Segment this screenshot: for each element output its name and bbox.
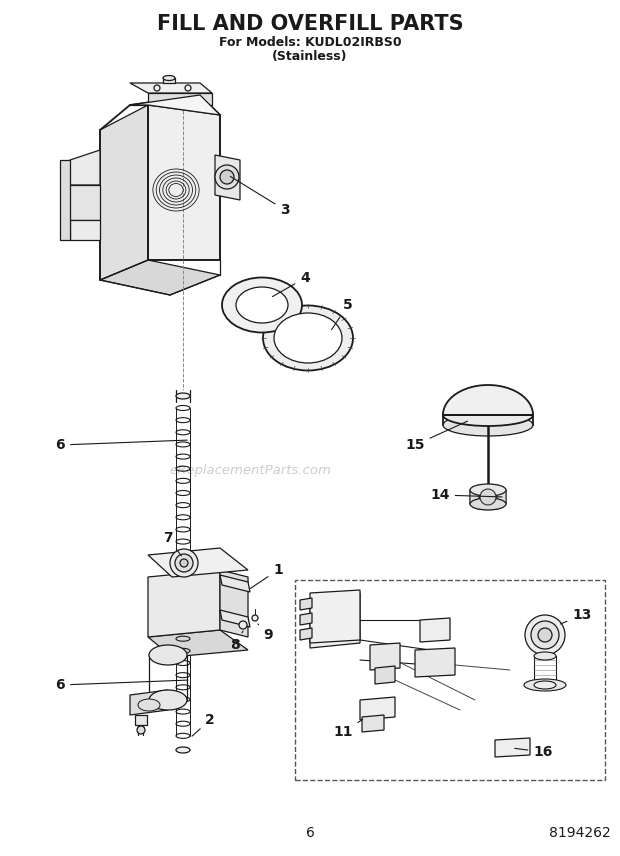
Polygon shape <box>370 643 400 670</box>
Text: For Models: KUDL02IRBS0: For Models: KUDL02IRBS0 <box>219 36 401 49</box>
Ellipse shape <box>443 404 533 426</box>
Ellipse shape <box>176 393 190 399</box>
Circle shape <box>538 628 552 642</box>
Ellipse shape <box>149 690 187 710</box>
Polygon shape <box>310 593 360 648</box>
Polygon shape <box>148 630 248 657</box>
Polygon shape <box>470 490 479 509</box>
Polygon shape <box>479 496 497 509</box>
Polygon shape <box>130 83 212 93</box>
Polygon shape <box>300 613 312 625</box>
Ellipse shape <box>138 699 160 711</box>
Ellipse shape <box>443 414 533 436</box>
Ellipse shape <box>163 75 175 80</box>
Polygon shape <box>148 548 248 577</box>
Polygon shape <box>215 155 240 200</box>
Polygon shape <box>415 648 455 677</box>
Text: 8: 8 <box>230 631 243 652</box>
Polygon shape <box>310 590 360 643</box>
Text: 11: 11 <box>334 720 363 739</box>
Circle shape <box>185 85 191 91</box>
Ellipse shape <box>236 287 288 323</box>
Polygon shape <box>443 385 533 415</box>
Polygon shape <box>100 260 220 295</box>
Circle shape <box>215 165 239 189</box>
Polygon shape <box>130 690 168 715</box>
Text: 1: 1 <box>250 563 283 588</box>
Circle shape <box>220 170 234 184</box>
Polygon shape <box>65 185 100 220</box>
Text: FILL AND OVERFILL PARTS: FILL AND OVERFILL PARTS <box>157 14 463 34</box>
Text: (Stainless): (Stainless) <box>272 50 348 63</box>
Text: 14: 14 <box>430 488 502 502</box>
Ellipse shape <box>176 747 190 753</box>
Polygon shape <box>70 220 100 240</box>
Circle shape <box>525 615 565 655</box>
Circle shape <box>252 615 258 621</box>
Polygon shape <box>148 93 212 105</box>
Text: 6: 6 <box>55 678 187 692</box>
Polygon shape <box>220 570 248 637</box>
Bar <box>295 580 605 780</box>
Polygon shape <box>100 105 148 280</box>
Polygon shape <box>420 618 450 642</box>
Text: 6: 6 <box>306 826 314 840</box>
Ellipse shape <box>470 498 506 510</box>
Polygon shape <box>130 95 220 115</box>
Text: eReplacementParts.com: eReplacementParts.com <box>169 463 331 477</box>
Circle shape <box>137 726 145 734</box>
Polygon shape <box>497 490 506 509</box>
Bar <box>295 580 605 780</box>
Polygon shape <box>479 484 497 499</box>
Polygon shape <box>148 570 220 637</box>
Circle shape <box>175 554 193 572</box>
Ellipse shape <box>534 681 556 689</box>
Polygon shape <box>362 715 384 732</box>
Text: 16: 16 <box>515 745 552 759</box>
Ellipse shape <box>534 652 556 660</box>
Polygon shape <box>300 598 312 610</box>
Polygon shape <box>495 738 530 757</box>
Text: 2: 2 <box>192 713 215 736</box>
Circle shape <box>239 621 247 629</box>
Ellipse shape <box>470 484 506 496</box>
Polygon shape <box>497 484 506 504</box>
Polygon shape <box>300 628 312 640</box>
Ellipse shape <box>222 277 302 332</box>
Circle shape <box>480 489 496 505</box>
Polygon shape <box>360 697 395 720</box>
Text: 9: 9 <box>258 624 273 642</box>
Circle shape <box>180 559 188 567</box>
Bar <box>135 715 147 725</box>
Polygon shape <box>375 666 395 684</box>
Polygon shape <box>70 150 100 185</box>
Ellipse shape <box>149 645 187 665</box>
Text: 5: 5 <box>332 298 353 330</box>
Ellipse shape <box>274 313 342 363</box>
Polygon shape <box>148 105 220 260</box>
Text: 15: 15 <box>405 421 467 452</box>
Polygon shape <box>163 78 175 83</box>
Text: 8194262: 8194262 <box>549 826 611 840</box>
Polygon shape <box>60 160 70 240</box>
Text: 3: 3 <box>231 176 290 217</box>
Circle shape <box>531 621 559 649</box>
Polygon shape <box>470 484 479 504</box>
Text: 7: 7 <box>163 531 181 556</box>
Polygon shape <box>220 575 250 592</box>
Ellipse shape <box>263 306 353 371</box>
Circle shape <box>154 85 160 91</box>
Polygon shape <box>220 610 250 627</box>
Ellipse shape <box>524 679 566 691</box>
Text: 4: 4 <box>272 271 310 297</box>
Circle shape <box>170 549 198 577</box>
Text: 6: 6 <box>55 438 187 452</box>
Text: 13: 13 <box>560 608 591 624</box>
